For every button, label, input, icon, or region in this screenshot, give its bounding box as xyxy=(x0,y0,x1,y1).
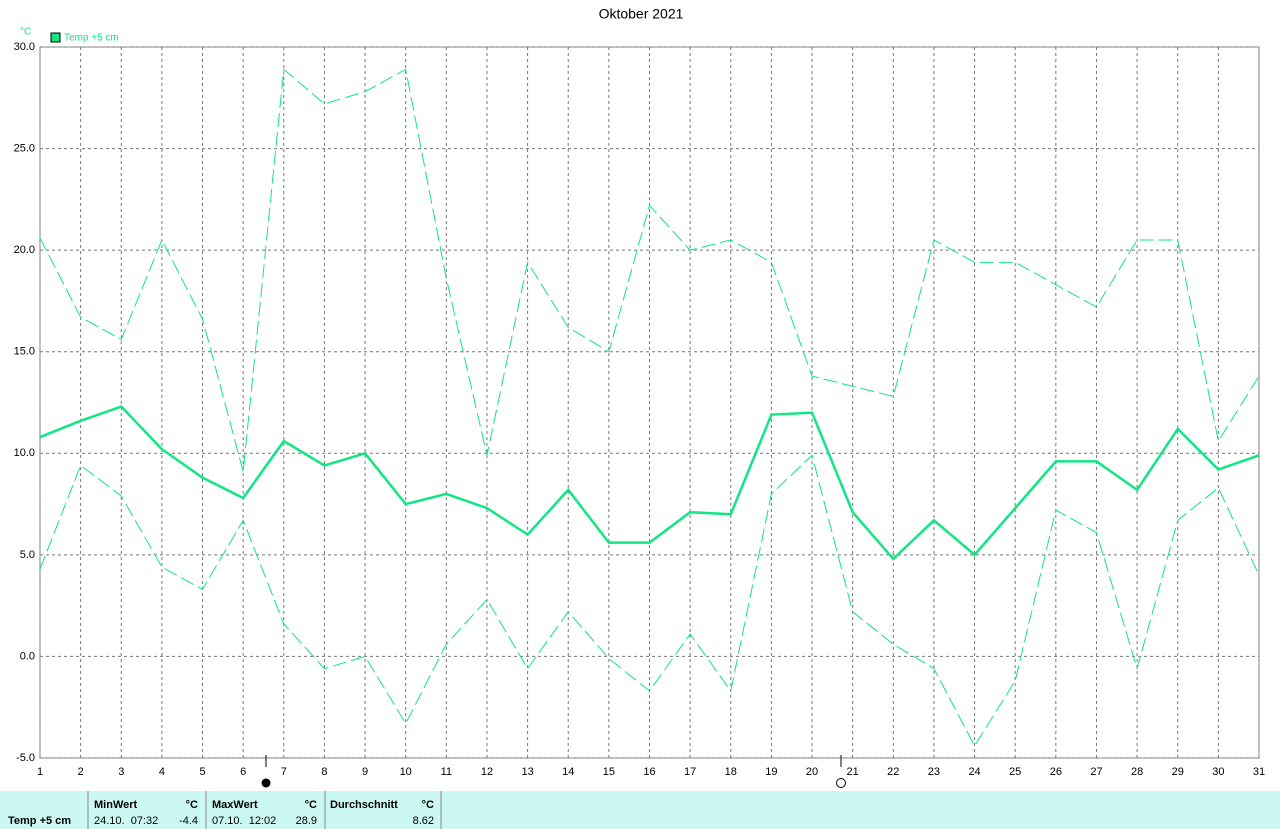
x-tick-label: 26 xyxy=(1050,766,1062,778)
x-tick-label: 15 xyxy=(603,766,615,778)
x-tick-label: 10 xyxy=(400,766,412,778)
x-tick-label: 1 xyxy=(37,766,43,778)
x-tick-label: 6 xyxy=(240,766,246,778)
x-tick-label: 7 xyxy=(281,766,287,778)
max-time: 07.10. 12:02 xyxy=(212,815,276,827)
x-tick-label: 19 xyxy=(765,766,777,778)
x-tick-label: 4 xyxy=(159,766,165,778)
chart-title: Oktober 2021 xyxy=(599,6,684,22)
max-header: MaxWert xyxy=(212,799,258,811)
x-tick-label: 12 xyxy=(481,766,493,778)
y-tick-label: 20.0 xyxy=(14,244,35,256)
x-tick-label: 23 xyxy=(928,766,940,778)
x-tick-label: 3 xyxy=(118,766,124,778)
x-tick-label: 16 xyxy=(643,766,655,778)
series-line xyxy=(39,68,1260,472)
x-tick-label: 17 xyxy=(684,766,696,778)
new-moon xyxy=(836,778,846,788)
avg-unit: °C xyxy=(422,799,434,811)
legend-label: Temp +5 cm xyxy=(64,33,119,44)
x-tick-label: 2 xyxy=(78,766,84,778)
x-tick-label: 21 xyxy=(847,766,859,778)
y-tick-label: 10.0 xyxy=(14,447,35,459)
y-tick-label: 30.0 xyxy=(14,41,35,53)
sensor-name: Temp +5 cm xyxy=(8,815,71,827)
x-tick-label: 11 xyxy=(441,766,452,778)
avg-header: Durchschnitt xyxy=(330,799,398,811)
x-tick-label: 9 xyxy=(362,766,368,778)
summary-bg xyxy=(0,791,1280,829)
x-tick-label: 24 xyxy=(968,766,980,778)
x-tick-label: 14 xyxy=(562,766,574,778)
y-tick-label: -5.0 xyxy=(16,752,35,764)
x-tick-label: 18 xyxy=(725,766,737,778)
min-unit: °C xyxy=(186,799,198,811)
x-tick-label: 13 xyxy=(521,766,533,778)
y-tick-label: 25.0 xyxy=(14,142,35,154)
full-moon xyxy=(261,778,271,788)
x-tick-label: 30 xyxy=(1212,766,1224,778)
y-tick-label: 0.0 xyxy=(20,650,35,662)
x-tick-label: 5 xyxy=(199,766,205,778)
min-header: MinWert xyxy=(94,799,138,811)
max-value: 28.9 xyxy=(296,815,317,827)
y-tick-label: 5.0 xyxy=(20,549,35,561)
x-tick-label: 31 xyxy=(1253,766,1265,778)
x-tick-label: 8 xyxy=(321,766,327,778)
legend-swatch xyxy=(50,32,61,43)
series-line xyxy=(39,405,1260,561)
min-value: -4.4 xyxy=(179,815,198,827)
y-tick-label: 15.0 xyxy=(14,346,35,358)
x-tick-label: 29 xyxy=(1172,766,1184,778)
series-line xyxy=(39,454,1260,747)
min-time: 24.10. 07:32 xyxy=(94,815,158,827)
x-tick-label: 27 xyxy=(1090,766,1102,778)
x-tick-label: 22 xyxy=(887,766,899,778)
x-tick-label: 28 xyxy=(1131,766,1143,778)
y-unit: °C xyxy=(20,27,31,38)
max-unit: °C xyxy=(305,799,317,811)
avg-value: 8.62 xyxy=(413,815,434,827)
x-tick-label: 20 xyxy=(806,766,818,778)
summary-table: Temp +5 cm MinWert °C 24.10. 07:32 -4.4 … xyxy=(0,791,1280,829)
x-tick-label: 25 xyxy=(1009,766,1021,778)
